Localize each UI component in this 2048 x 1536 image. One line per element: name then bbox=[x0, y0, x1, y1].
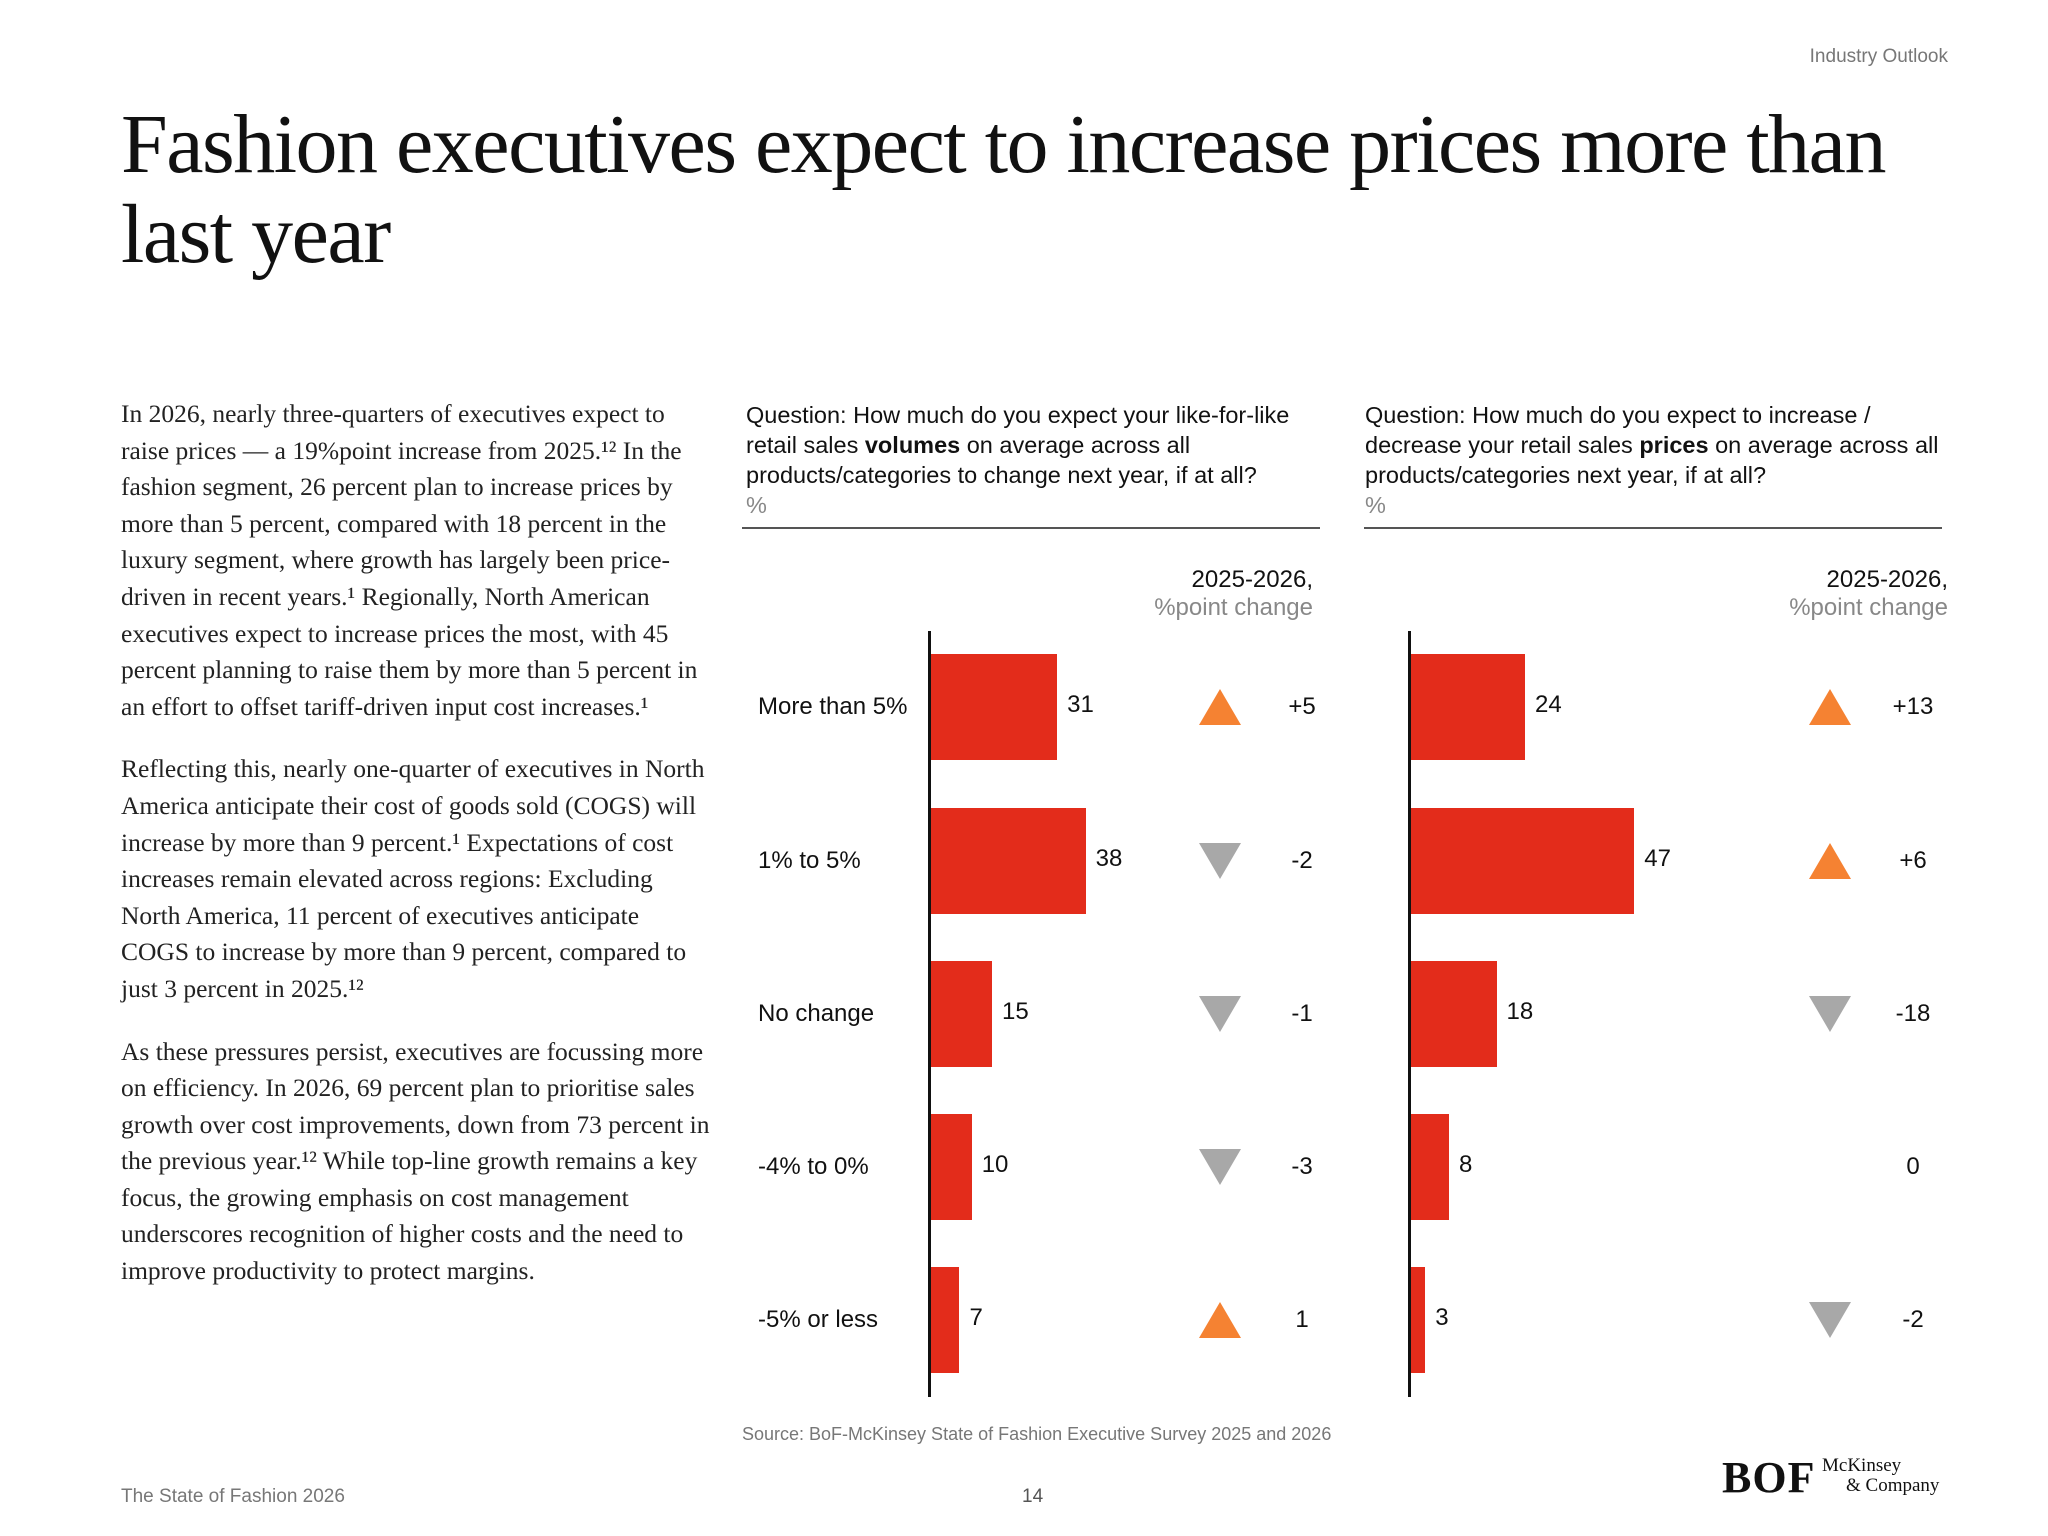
value-label: 38 bbox=[1095, 845, 1123, 872]
change-value: -3 bbox=[1291, 1153, 1313, 1180]
value-label: 8 bbox=[1459, 1151, 1473, 1178]
source-note: Source: BoF-McKinsey State of Fashion Ex… bbox=[742, 1424, 1332, 1444]
value-label: 15 bbox=[1002, 998, 1029, 1025]
footer-publication: The State of Fashion 2026 bbox=[121, 1486, 345, 1507]
change-value: +5 bbox=[1288, 693, 1316, 720]
chart-1-axis bbox=[928, 631, 931, 1397]
value-label: 7 bbox=[969, 1304, 983, 1331]
change-header: 2025-2026, %point change bbox=[1789, 566, 1948, 621]
category-label: More than 5% bbox=[758, 693, 908, 720]
value-label: 24 bbox=[1535, 691, 1562, 718]
change-value: -2 bbox=[1902, 1306, 1924, 1333]
triangle-down-icon bbox=[1809, 1302, 1851, 1338]
value-label: 47 bbox=[1644, 845, 1671, 872]
change-value: -2 bbox=[1291, 847, 1313, 874]
change-value: 1 bbox=[1295, 1306, 1309, 1333]
section-label: Industry Outlook bbox=[1809, 46, 1948, 67]
triangle-down-icon bbox=[1809, 996, 1851, 1032]
triangle-down-icon bbox=[1199, 1149, 1241, 1185]
page-title: Fashion executives expect to increase pr… bbox=[121, 98, 1886, 281]
bar bbox=[931, 1267, 960, 1373]
bar bbox=[1411, 1267, 1426, 1373]
value-label: 10 bbox=[981, 1151, 1009, 1178]
bof-logo: BOF bbox=[1722, 1453, 1816, 1502]
bar bbox=[931, 961, 993, 1067]
paragraph: Reflecting this, nearly one-quarter of e… bbox=[121, 754, 705, 1003]
change-value: -1 bbox=[1291, 1000, 1313, 1027]
change-value: 0 bbox=[1906, 1153, 1920, 1180]
bar bbox=[1411, 808, 1635, 914]
value-label: 18 bbox=[1506, 998, 1534, 1025]
category-label: No change bbox=[758, 1000, 875, 1027]
change-value: +13 bbox=[1892, 693, 1934, 720]
bar bbox=[1411, 1114, 1449, 1220]
category-label: -5% or less bbox=[758, 1306, 879, 1333]
unit-label: % bbox=[1365, 492, 1386, 518]
value-label: 3 bbox=[1435, 1304, 1449, 1331]
triangle-up-icon bbox=[1199, 689, 1241, 725]
bar bbox=[1411, 654, 1525, 760]
change-header: 2025-2026, %point change bbox=[1154, 566, 1313, 621]
category-label: 1% to 5% bbox=[758, 847, 861, 874]
triangle-up-icon bbox=[1809, 689, 1851, 725]
triangle-down-icon bbox=[1199, 996, 1241, 1032]
bar bbox=[931, 654, 1058, 760]
divider bbox=[1364, 527, 1942, 529]
body-text: In 2026, nearly three-quarters of execut… bbox=[121, 396, 711, 1316]
page-number: 14 bbox=[1022, 1486, 1044, 1507]
category-label: -4% to 0% bbox=[758, 1153, 869, 1180]
mckinsey-logo: McKinsey & Company bbox=[1822, 1455, 1940, 1496]
paragraph: As these pressures persist, executives a… bbox=[121, 1036, 710, 1286]
triangle-down-icon bbox=[1199, 843, 1241, 879]
bar bbox=[931, 808, 1086, 914]
bar bbox=[1411, 961, 1497, 1067]
paragraph: In 2026, nearly three-quarters of execut… bbox=[121, 399, 698, 721]
divider bbox=[742, 527, 1320, 529]
unit-label: % bbox=[746, 492, 767, 518]
triangle-up-icon bbox=[1809, 843, 1851, 879]
chart-2-question: Question: How much do you expect to incr… bbox=[1365, 402, 1939, 518]
change-value: +6 bbox=[1899, 847, 1927, 874]
chart-2-axis bbox=[1408, 631, 1411, 1397]
change-value: -18 bbox=[1895, 1000, 1931, 1027]
value-label: 31 bbox=[1067, 691, 1094, 718]
bar bbox=[931, 1114, 972, 1220]
chart-1-question: Question: How much do you expect your li… bbox=[746, 402, 1290, 518]
triangle-up-icon bbox=[1199, 1302, 1241, 1338]
